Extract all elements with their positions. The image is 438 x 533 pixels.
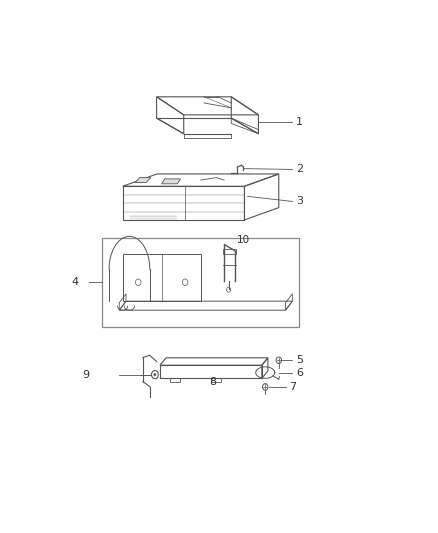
Bar [123, 254, 201, 301]
Text: 10: 10 [237, 235, 250, 245]
Text: 5: 5 [296, 356, 303, 365]
Text: 6: 6 [296, 368, 303, 377]
Circle shape [154, 374, 156, 376]
Text: 8: 8 [209, 377, 216, 387]
Text: 9: 9 [82, 370, 89, 379]
Polygon shape [162, 179, 180, 184]
Bar [102, 238, 299, 327]
Text: 7: 7 [289, 382, 296, 392]
Text: 3: 3 [296, 197, 303, 206]
Text: 4: 4 [72, 277, 79, 287]
Text: 2: 2 [296, 165, 303, 174]
Text: 1: 1 [296, 117, 303, 127]
Bar [223, 248, 237, 254]
Polygon shape [135, 177, 151, 183]
